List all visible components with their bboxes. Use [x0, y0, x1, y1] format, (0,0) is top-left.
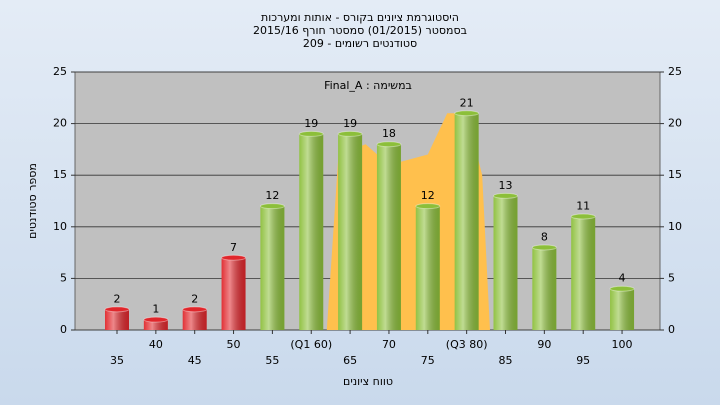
bar-cap — [376, 141, 402, 148]
x-tick-label: 85 — [499, 354, 513, 367]
bar-shine — [143, 319, 168, 330]
shaded-area — [326, 113, 490, 330]
data-label: 19 — [304, 117, 318, 130]
y2-tick-label: 20 — [668, 117, 682, 130]
chart-subtitle: סטודנטים רשומים - 209 — [303, 37, 417, 50]
bar-cap — [570, 213, 596, 220]
bar-cap — [337, 130, 363, 137]
data-label: 1 — [152, 303, 159, 316]
y-tick-label: 15 — [53, 168, 67, 181]
x-tick-label: 50 — [227, 338, 241, 351]
data-label: 7 — [230, 241, 237, 254]
x-tick-label: (Q1 60) — [290, 338, 332, 351]
x-tick-label: 65 — [343, 354, 357, 367]
data-label: 12 — [421, 189, 435, 202]
y-axis-label: מספר סטודנטים — [26, 163, 39, 239]
bar-cap — [182, 306, 208, 313]
y2-tick-label: 5 — [668, 271, 675, 284]
y-tick-label: 10 — [53, 220, 67, 233]
bar-shine — [376, 144, 401, 330]
data-label: 13 — [499, 179, 513, 192]
y-tick-label: 0 — [60, 323, 67, 336]
data-label: 11 — [576, 199, 590, 212]
chart-title: היסטוגרמת ציונים בקורס - אותות ומערכות — [261, 11, 459, 24]
data-label: 2 — [191, 292, 198, 305]
y-tick-label: 5 — [60, 271, 67, 284]
x-tick-label: 40 — [149, 338, 163, 351]
x-tick-label: 55 — [265, 354, 279, 367]
x-tick-label: 90 — [537, 338, 551, 351]
data-label: 2 — [114, 292, 121, 305]
annotation: במשימה : Final_A — [324, 79, 412, 92]
y-tick-label: 25 — [53, 65, 67, 78]
bar-shine — [338, 133, 363, 330]
x-tick-label: 45 — [188, 354, 202, 367]
bar-shine — [221, 257, 246, 330]
bar-shine — [182, 309, 207, 330]
y2-tick-label: 15 — [668, 168, 682, 181]
bar-shine — [610, 288, 635, 330]
bar-cap — [221, 254, 247, 261]
x-tick-label: 75 — [421, 354, 435, 367]
y2-tick-label: 10 — [668, 220, 682, 233]
bar-cap — [259, 203, 285, 210]
bar-shine — [415, 206, 440, 330]
bar-cap — [143, 316, 169, 323]
chart-subtitle: בסמסטר (01/2015) סמסטר חורף 2015/16 — [253, 24, 467, 37]
bar-cap — [609, 285, 635, 292]
bar-shine — [260, 206, 285, 330]
bar-shine — [454, 113, 479, 330]
bar-shine — [299, 133, 324, 330]
y2-tick-label: 0 — [668, 323, 675, 336]
y-tick-label: 20 — [53, 117, 67, 130]
x-tick-label: 70 — [382, 338, 396, 351]
bar-shine — [493, 195, 518, 330]
data-label: 18 — [382, 127, 396, 140]
data-label: 19 — [343, 117, 357, 130]
bar-cap — [298, 130, 324, 137]
bar-cap — [493, 192, 518, 199]
data-label: 8 — [541, 230, 548, 243]
bar-cap — [104, 306, 130, 313]
data-label: 12 — [265, 189, 279, 202]
x-tick-label: (Q3 80) — [446, 338, 488, 351]
data-label: 4 — [619, 272, 626, 285]
bar-cap — [531, 244, 557, 251]
bar-shine — [571, 216, 596, 330]
x-tick-label: 100 — [612, 338, 633, 351]
bar-shine — [105, 309, 129, 330]
bar-cap — [454, 110, 480, 117]
bar-cap — [415, 203, 441, 210]
x-tick-label: 95 — [576, 354, 590, 367]
y2-tick-label: 25 — [668, 65, 682, 78]
x-tick-label: 35 — [110, 354, 124, 367]
x-axis-label: טווח ציונים — [343, 375, 393, 388]
data-label: 21 — [460, 96, 474, 109]
bar-shine — [532, 247, 557, 330]
